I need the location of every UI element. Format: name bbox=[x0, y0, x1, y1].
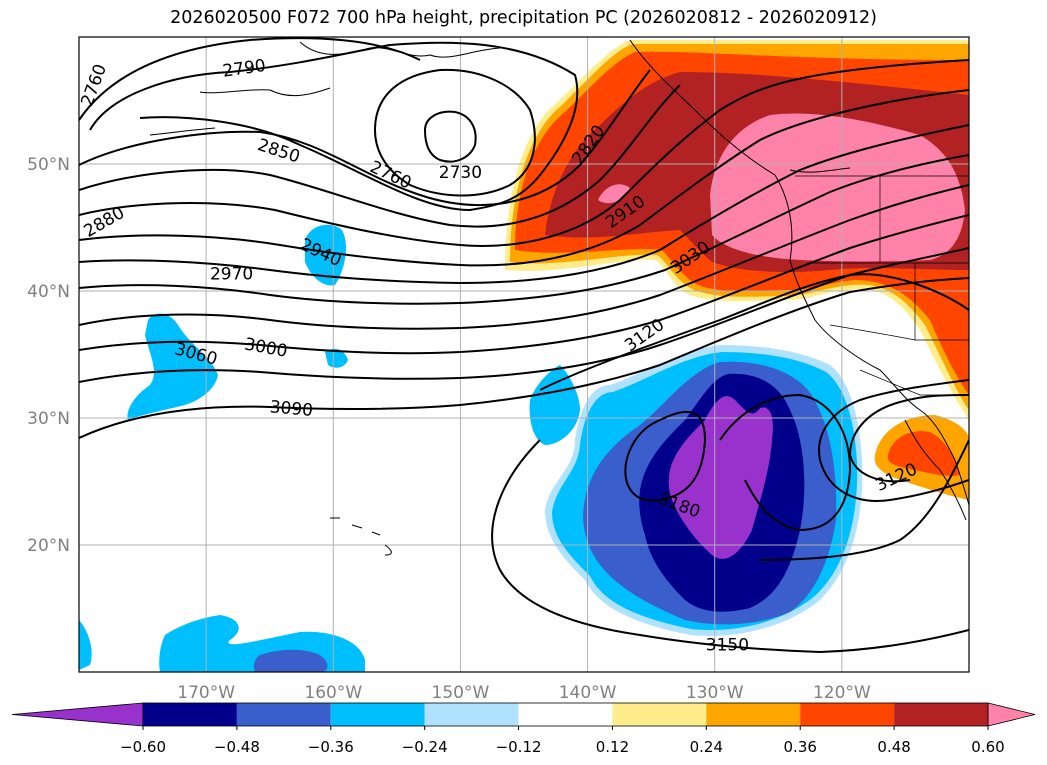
contour-label: 2970 bbox=[210, 264, 253, 284]
colorbar-swatch bbox=[612, 703, 707, 726]
contour-label: 3090 bbox=[269, 397, 314, 421]
colorbar-tick-label: 0.24 bbox=[690, 738, 723, 756]
colorbar-swatch bbox=[800, 703, 895, 726]
precip-negative-patch-6 bbox=[79, 620, 92, 670]
precip-negative-0.60 bbox=[668, 396, 773, 559]
colorbar-swatch bbox=[894, 703, 988, 726]
contour-line bbox=[491, 439, 969, 654]
precip-negative-patch-3 bbox=[529, 365, 580, 445]
colorbar-tick-label: −0.60 bbox=[120, 738, 166, 756]
contour-line bbox=[79, 89, 969, 267]
lat-tick-label: 20°N bbox=[27, 536, 70, 556]
contour-line bbox=[79, 154, 969, 305]
contour-line bbox=[89, 41, 579, 212]
colorbar-swatch bbox=[330, 703, 425, 726]
contour-line bbox=[759, 439, 969, 561]
lat-tick-label: 50°N bbox=[27, 155, 70, 175]
colorbar-swatch bbox=[518, 703, 613, 726]
colorbar-frame bbox=[142, 702, 989, 727]
figure-title: 2026020500 F072 700 hPa height, precipit… bbox=[170, 8, 877, 28]
graticule bbox=[79, 37, 969, 672]
colorbar-extend-min bbox=[11, 702, 144, 727]
lon-tick-label: 170°W bbox=[177, 683, 235, 703]
precip-positive-baja-inner bbox=[887, 431, 960, 476]
contour-line bbox=[79, 124, 969, 285]
contour-line bbox=[818, 379, 969, 502]
colorbar-tick-label: −0.12 bbox=[496, 738, 542, 756]
contour-line bbox=[79, 184, 969, 330]
colorbar-swatch bbox=[143, 703, 237, 726]
colorbar-tick-label: 0.48 bbox=[877, 738, 910, 756]
colorbar-tick-label: 0.60 bbox=[971, 738, 1004, 756]
contour-line bbox=[539, 273, 969, 391]
axis-tick-labels: 170°W 160°W 150°W 140°W 130°W 120°W 20°N 30°N 40… bbox=[27, 155, 871, 703]
height-contours bbox=[79, 37, 969, 654]
contour-line bbox=[624, 410, 707, 502]
colorbar-swatch bbox=[424, 703, 519, 726]
precip-negative-patch-2 bbox=[127, 313, 218, 420]
contour-label: 3150 bbox=[706, 635, 749, 655]
precip-negative-patch-1 bbox=[305, 224, 346, 286]
precip-negative-patch-5 bbox=[253, 649, 328, 672]
lat-tick-label: 30°N bbox=[27, 409, 70, 429]
map-frame bbox=[78, 36, 970, 673]
borders bbox=[795, 175, 969, 396]
lon-tick-label: 120°W bbox=[813, 683, 871, 703]
colorbar-tick-label: 0.12 bbox=[596, 738, 629, 756]
colorbar-tick-label: −0.36 bbox=[308, 738, 354, 756]
contour-line bbox=[79, 59, 969, 247]
colorbar-tick-label: −0.48 bbox=[214, 738, 260, 756]
colorbar-extend-max bbox=[987, 702, 1036, 727]
contour-line bbox=[79, 84, 681, 228]
contour-line bbox=[79, 69, 651, 206]
contour-line bbox=[719, 393, 852, 532]
lon-tick-label: 140°W bbox=[559, 683, 617, 703]
contour-line bbox=[423, 110, 477, 163]
contour-line bbox=[79, 214, 969, 355]
colorbar-swatch bbox=[236, 703, 331, 726]
colorbar-swatch bbox=[706, 703, 801, 726]
contour-line bbox=[848, 394, 969, 483]
lon-tick-label: 160°W bbox=[304, 683, 362, 703]
contour-label: 2730 bbox=[439, 163, 482, 183]
colorbar-tick-label: −0.24 bbox=[402, 738, 448, 756]
contour-line bbox=[79, 37, 421, 121]
contour-line bbox=[373, 68, 536, 197]
lon-tick-label: 150°W bbox=[432, 683, 490, 703]
precip-negative-patch-7 bbox=[325, 348, 348, 368]
colorbar: −0.60 −0.48 −0.36 −0.24 −0.12 0.12 0.24 0.36 0.4… bbox=[11, 702, 1036, 756]
colorbar-tick-label: 0.36 bbox=[784, 738, 817, 756]
lon-tick-label: 130°W bbox=[686, 683, 744, 703]
contour-line bbox=[79, 277, 969, 439]
lat-tick-label: 40°N bbox=[27, 282, 70, 302]
